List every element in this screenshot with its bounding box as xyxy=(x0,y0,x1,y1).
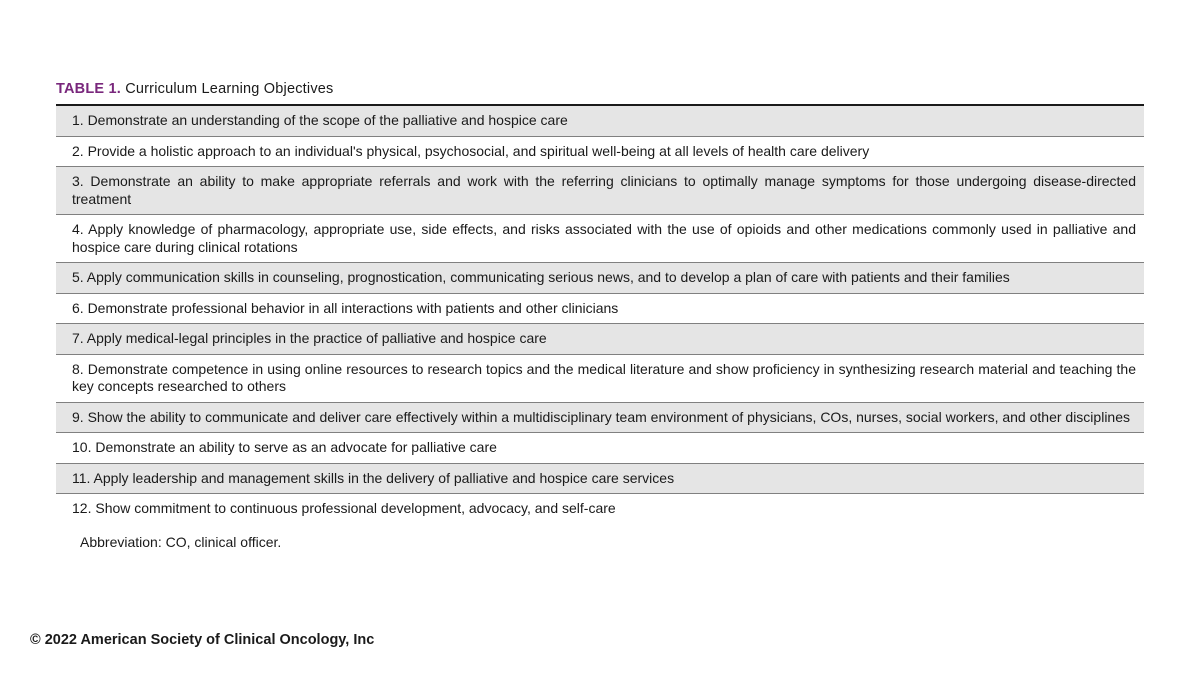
table-row: 1. Demonstrate an understanding of the s… xyxy=(56,106,1144,136)
table-cell: 6. Demonstrate professional behavior in … xyxy=(56,293,1144,324)
table-label: TABLE 1. xyxy=(56,81,121,97)
table-cell: 1. Demonstrate an understanding of the s… xyxy=(56,106,1144,136)
table-cell: 7. Apply medical-legal principles in the… xyxy=(56,324,1144,355)
table-row: 12. Show commitment to continuous profes… xyxy=(56,494,1144,524)
objectives-table: 1. Demonstrate an understanding of the s… xyxy=(56,106,1144,524)
page-container: TABLE 1. Curriculum Learning Objectives … xyxy=(0,0,1200,570)
table-row: 7. Apply medical-legal principles in the… xyxy=(56,324,1144,355)
objectives-tbody: 1. Demonstrate an understanding of the s… xyxy=(56,106,1144,524)
table-title: Curriculum Learning Objectives xyxy=(121,81,334,97)
table-cell: 11. Apply leadership and management skil… xyxy=(56,463,1144,494)
table-row: 9. Show the ability to communicate and d… xyxy=(56,402,1144,433)
copyright-line: © 2022 American Society of Clinical Onco… xyxy=(30,632,374,648)
table-cell: 8. Demonstrate competence in using onlin… xyxy=(56,354,1144,402)
table-cell: 5. Apply communication skills in counsel… xyxy=(56,263,1144,294)
table-cell: 4. Apply knowledge of pharmacology, appr… xyxy=(56,215,1144,263)
table-header: TABLE 1. Curriculum Learning Objectives xyxy=(56,80,1144,106)
table-row: 10. Demonstrate an ability to serve as a… xyxy=(56,433,1144,464)
table-row: 8. Demonstrate competence in using onlin… xyxy=(56,354,1144,402)
table-cell: 10. Demonstrate an ability to serve as a… xyxy=(56,433,1144,464)
table-row: 11. Apply leadership and management skil… xyxy=(56,463,1144,494)
table-cell: 12. Show commitment to continuous profes… xyxy=(56,494,1144,524)
table-cell: 3. Demonstrate an ability to make approp… xyxy=(56,167,1144,215)
abbreviation-note: Abbreviation: CO, clinical officer. xyxy=(56,524,1144,550)
table-row: 5. Apply communication skills in counsel… xyxy=(56,263,1144,294)
table-row: 2. Provide a holistic approach to an ind… xyxy=(56,136,1144,167)
table-row: 3. Demonstrate an ability to make approp… xyxy=(56,167,1144,215)
table-row: 4. Apply knowledge of pharmacology, appr… xyxy=(56,215,1144,263)
table-cell: 9. Show the ability to communicate and d… xyxy=(56,402,1144,433)
table-row: 6. Demonstrate professional behavior in … xyxy=(56,293,1144,324)
table-cell: 2. Provide a holistic approach to an ind… xyxy=(56,136,1144,167)
